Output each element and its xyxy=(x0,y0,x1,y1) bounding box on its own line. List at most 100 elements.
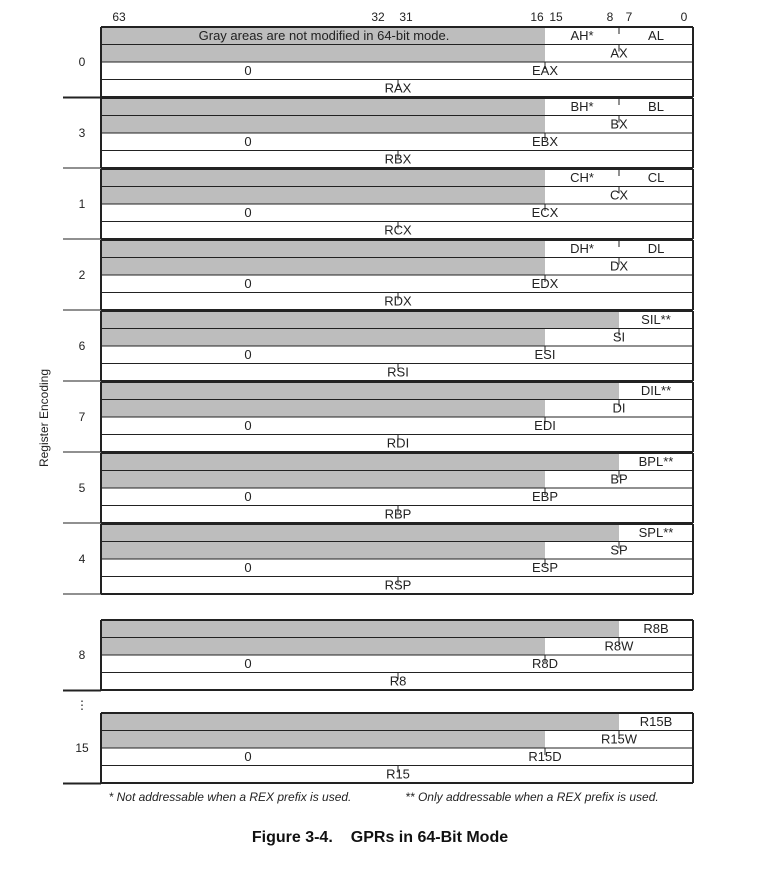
zero-fill-label: 0 xyxy=(244,347,251,362)
bit-number-7: 7 xyxy=(626,10,633,24)
word-register: BX xyxy=(610,117,628,132)
footnote-not-addressable: * Not addressable when a REX prefix is u… xyxy=(109,790,352,804)
bit-number-0: 0 xyxy=(681,10,688,24)
register-block-rax: AH* AL AX EAX 0 RAX 0 Gray areas are not modifi… xyxy=(63,26,694,98)
low-byte-register: CL xyxy=(648,170,665,185)
zero-fill-label: 0 xyxy=(244,205,251,220)
figure-caption: Figure 3-4. GPRs in 64-Bit Mode xyxy=(0,829,760,847)
qword-register: RBP xyxy=(385,507,412,522)
word-register: SI xyxy=(613,330,625,345)
qword-register: R8 xyxy=(390,674,407,689)
low-byte-register: BPL** xyxy=(639,454,674,469)
bit-number-15: 15 xyxy=(549,10,563,24)
qword-register: RSI xyxy=(387,365,409,380)
dword-register: ECX xyxy=(532,205,559,220)
footnote-only-addressable: ** Only addressable when a REX prefix is… xyxy=(405,790,658,804)
low-byte-register: R8B xyxy=(643,621,668,636)
gray-area xyxy=(101,620,619,638)
zero-fill-label: 0 xyxy=(244,63,251,78)
qword-register: RSP xyxy=(385,578,412,593)
zero-fill-label: 0 xyxy=(244,276,251,291)
register-block-rbp: BPL** BP EBP 0 RBP 5 xyxy=(63,452,694,524)
register-encoding: 3 xyxy=(79,126,86,140)
register-encoding-label: Register Encoding xyxy=(37,369,51,467)
low-byte-register: DIL** xyxy=(641,383,671,398)
dword-register: EAX xyxy=(532,63,558,78)
bit-number-16: 16 xyxy=(530,10,544,24)
low-byte-register: DL xyxy=(648,241,665,256)
register-encoding: 0 xyxy=(79,55,86,69)
register-encoding: 6 xyxy=(79,339,86,353)
register-block-rsp: SPL** SP ESP 0 RSP 4 xyxy=(63,523,694,595)
register-block-rsi: SIL** SI ESI 0 RSI 6 xyxy=(63,310,694,382)
word-register: AX xyxy=(610,46,628,61)
register-block-rdi: DIL** DI EDI 0 RDI 7 xyxy=(63,381,694,453)
gray-area xyxy=(101,399,545,417)
dword-register: ESP xyxy=(532,560,558,575)
qword-register: RBX xyxy=(385,152,412,167)
gray-area xyxy=(101,541,545,559)
zero-fill-label: 0 xyxy=(244,749,251,764)
register-block-rcx: CH* CL CX ECX 0 RCX 1 xyxy=(63,168,694,240)
gray-area xyxy=(101,382,619,400)
qword-register: RAX xyxy=(385,81,412,96)
low-byte-register: BL xyxy=(648,99,664,114)
low-byte-register: SPL** xyxy=(639,525,674,540)
zero-fill-label: 0 xyxy=(244,560,251,575)
word-register: R15W xyxy=(601,732,638,747)
gray-area xyxy=(101,730,545,748)
bit-number-32: 32 xyxy=(371,10,385,24)
high-byte-register: DH* xyxy=(570,241,594,256)
high-byte-register: CH* xyxy=(570,170,594,185)
gray-area xyxy=(101,713,619,731)
bit-number-31: 31 xyxy=(399,10,413,24)
low-byte-register: R15B xyxy=(640,714,673,729)
word-register: BP xyxy=(610,472,627,487)
word-register: DI xyxy=(613,401,626,416)
gray-area xyxy=(101,328,545,346)
qword-register: RDX xyxy=(384,294,412,309)
word-register: DX xyxy=(610,259,628,274)
caption-title: GPRs in 64-Bit Mode xyxy=(350,829,509,846)
gray-area xyxy=(101,470,545,488)
high-byte-register: BH* xyxy=(570,99,593,114)
word-register: CX xyxy=(610,188,628,203)
qword-register: RDI xyxy=(387,436,409,451)
dword-register: EDX xyxy=(532,276,559,291)
register-encoding: 7 xyxy=(79,410,86,424)
dword-register: EDI xyxy=(534,418,556,433)
dword-register: R8D xyxy=(532,656,558,671)
register-encoding: 2 xyxy=(79,268,86,282)
dword-register: R15D xyxy=(528,749,561,764)
zero-fill-label: 0 xyxy=(244,489,251,504)
gray-area xyxy=(101,453,619,471)
high-byte-register: AH* xyxy=(570,28,593,43)
word-register: SP xyxy=(610,543,627,558)
qword-register: R15 xyxy=(386,767,410,782)
zero-fill-label: 0 xyxy=(244,418,251,433)
register-block-rdx: DH* DL DX EDX 0 RDX 2 xyxy=(63,239,694,311)
register-encoding: 15 xyxy=(75,741,89,755)
register-block-r8: R8B R8W R8D 0 R8 8 xyxy=(63,619,694,691)
bit-number-63: 63 xyxy=(112,10,126,24)
gray-area xyxy=(101,524,619,542)
qword-register: RCX xyxy=(384,223,412,238)
register-block-rbx: BH* BL BX EBX 0 RBX 3 xyxy=(63,97,694,169)
register-encoding: 8 xyxy=(79,648,86,662)
dword-register: EBX xyxy=(532,134,558,149)
gray-area-note: Gray areas are not modified in 64-bit mo… xyxy=(199,28,450,43)
word-register: R8W xyxy=(605,639,635,654)
bit-number-8: 8 xyxy=(607,10,614,24)
zero-fill-label: 0 xyxy=(244,656,251,671)
gray-area xyxy=(101,311,619,329)
register-encoding: 1 xyxy=(79,197,86,211)
ellipsis: ⋮ xyxy=(76,698,88,712)
caption-number: Figure 3-4. xyxy=(251,829,333,846)
dword-register: EBP xyxy=(532,489,558,504)
zero-fill-label: 0 xyxy=(244,134,251,149)
register-encoding: 4 xyxy=(79,552,86,566)
gray-area xyxy=(101,637,545,655)
low-byte-register: SIL** xyxy=(641,312,671,327)
low-byte-register: AL xyxy=(648,28,664,43)
